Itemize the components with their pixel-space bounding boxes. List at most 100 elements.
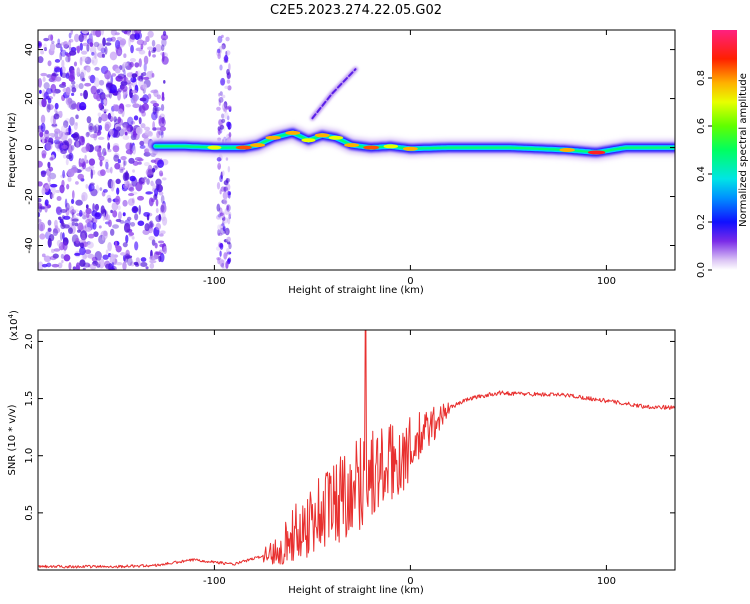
noise-speckle (217, 35, 223, 44)
spectrogram-xtick-label: 0 (407, 276, 413, 287)
noise-speckle (224, 227, 230, 236)
noise-speckle (221, 43, 226, 50)
noise-speckle (115, 68, 121, 74)
noise-speckle (75, 140, 80, 149)
noise-speckle (221, 223, 225, 227)
noise-speckle (81, 232, 86, 243)
noise-speckle (44, 205, 48, 213)
noise-speckle (91, 59, 95, 64)
noise-speckle (227, 165, 231, 173)
noise-speckle (135, 47, 143, 52)
noise-speckle (61, 81, 66, 86)
noise-speckle (56, 206, 63, 216)
noise-speckle (103, 230, 108, 237)
noise-speckle (79, 242, 85, 249)
noise-speckle (99, 160, 103, 167)
noise-speckle (76, 67, 81, 77)
noise-speckle (51, 263, 60, 268)
noise-speckle (228, 242, 232, 250)
noise-speckle (71, 92, 75, 96)
noise-speckle (87, 233, 95, 239)
noise-speckle (75, 122, 78, 126)
noise-speckle (65, 86, 71, 96)
noise-speckle (105, 168, 111, 173)
noise-speckle (62, 224, 70, 229)
noise-speckle (162, 51, 165, 62)
noise-speckle (151, 73, 155, 78)
noise-speckle (101, 108, 109, 112)
noise-speckle (68, 32, 72, 39)
noise-speckle (58, 216, 62, 221)
noise-speckle (131, 89, 138, 94)
noise-speckle (59, 231, 63, 241)
noise-speckle (53, 248, 61, 252)
noise-speckle (86, 212, 90, 218)
noise-speckle (86, 66, 91, 73)
noise-speckle (66, 154, 73, 160)
noise-speckle (226, 241, 231, 245)
noise-speckle (222, 225, 226, 232)
noise-speckle (225, 247, 230, 255)
noise-speckle (143, 162, 150, 167)
noise-speckle (92, 30, 97, 36)
noise-speckle (226, 79, 231, 84)
snr-ytick-label: 0.5 (24, 505, 35, 521)
noise-speckle (105, 249, 109, 255)
noise-speckle (116, 126, 122, 131)
noise-speckle (226, 205, 229, 211)
noise-speckle (132, 145, 137, 155)
snr-panel: -100 0 100 0.5 1.0 1.5 2.0 Height of straight … (7, 310, 676, 596)
noise-speckle (54, 128, 61, 134)
noise-speckle (70, 198, 75, 205)
noise-speckle (41, 263, 48, 268)
noise-speckle (109, 51, 118, 61)
noise-speckle (145, 36, 150, 43)
noise-speckle (131, 73, 138, 78)
noise-speckle (133, 94, 138, 104)
noise-speckle (49, 183, 58, 188)
noise-speckle (225, 36, 230, 42)
noise-speckle (216, 215, 221, 220)
noise-speckle (104, 46, 108, 55)
noise-speckle (217, 257, 221, 265)
noise-speckle (71, 190, 75, 200)
ridge-hotspot (328, 135, 344, 140)
noise-speckle (137, 195, 145, 201)
noise-speckle (47, 161, 51, 169)
noise-speckle (110, 228, 115, 236)
noise-speckle (132, 169, 135, 173)
noise-speckle (219, 175, 223, 183)
noise-speckle (56, 239, 62, 247)
noise-speckle (55, 189, 60, 194)
noise-speckle (155, 44, 162, 53)
noise-speckle (80, 69, 87, 77)
noise-speckle (105, 263, 112, 270)
ridge-hotspot (383, 144, 399, 149)
noise-speckle (219, 250, 222, 257)
noise-speckle (129, 57, 137, 63)
noise-speckle (88, 122, 94, 133)
noise-speckle (218, 97, 224, 103)
noise-speckle (145, 168, 153, 177)
noise-speckle (62, 215, 71, 220)
noise-speckle (135, 126, 143, 135)
noise-speckle (47, 175, 51, 183)
noise-speckle (98, 145, 102, 149)
noise-speckle (117, 49, 122, 55)
noise-speckle (96, 43, 104, 51)
noise-speckle (77, 222, 84, 231)
noise-speckle (84, 253, 88, 258)
noise-speckle (113, 154, 120, 162)
noise-speckle (100, 113, 109, 122)
noise-speckle (58, 110, 63, 114)
noise-speckle (65, 202, 70, 211)
noise-speckle (133, 115, 139, 121)
noise-speckle (139, 140, 145, 146)
noise-speckle (70, 209, 77, 215)
noise-speckle (65, 97, 73, 106)
noise-speckle (127, 116, 134, 127)
noise-speckle (122, 242, 128, 248)
noise-speckle (71, 144, 75, 151)
noise-speckle (68, 47, 73, 52)
noise-speckle (94, 51, 97, 59)
